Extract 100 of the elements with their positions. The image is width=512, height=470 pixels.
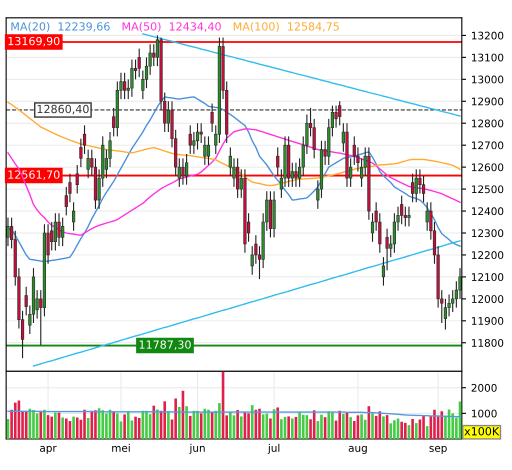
bar [163, 401, 166, 439]
bar [284, 416, 286, 439]
bar [349, 417, 352, 439]
y-tick-label: 2000 [472, 384, 497, 392]
candlestick [72, 202, 76, 232]
bar [14, 402, 17, 439]
bar [200, 413, 202, 439]
bar [192, 410, 196, 439]
bar [262, 414, 264, 439]
x-tick-label: mei [112, 444, 130, 452]
bar [306, 415, 308, 439]
bar [83, 410, 86, 439]
bar [312, 410, 316, 439]
y-tick-label: 13100 [472, 54, 504, 62]
bar [76, 417, 79, 439]
bar [378, 411, 382, 439]
bar [28, 408, 32, 439]
bar [229, 412, 232, 439]
bar [178, 406, 181, 439]
bar [374, 416, 378, 439]
x-tick-label: aug [348, 446, 367, 454]
candlestick [130, 59, 134, 98]
bar [108, 410, 112, 439]
bar [346, 412, 348, 439]
y-tick-label: 12300 [472, 229, 504, 238]
bar [338, 410, 342, 439]
bar [400, 422, 403, 439]
candlestick [236, 158, 240, 198]
bar [240, 416, 243, 439]
candlestick [276, 146, 280, 176]
text: MA(100) 12584,75 [234, 22, 339, 32]
bar [182, 390, 184, 439]
ref-line-label: 12860,40 [38, 104, 89, 114]
bar [50, 416, 54, 439]
bar [185, 406, 188, 439]
candlestick [414, 168, 418, 203]
bar [207, 410, 210, 439]
candlestick [338, 100, 342, 126]
bar [371, 413, 374, 439]
bar [254, 410, 258, 439]
x-tick-label: jul [268, 444, 280, 454]
candlestick [407, 206, 411, 227]
y-tick-label: 12100 [472, 273, 504, 282]
candlestick [203, 136, 206, 166]
bar [145, 410, 148, 439]
bar [43, 410, 46, 439]
y-tick-label: 12200 [472, 251, 504, 260]
candlestick [188, 124, 192, 155]
bar [152, 406, 156, 439]
candlestick [185, 153, 188, 186]
candlestick [411, 173, 414, 203]
line-series [7, 96, 461, 262]
bar [232, 415, 236, 439]
bar [86, 418, 90, 439]
candlestick [181, 158, 185, 186]
candlestick [206, 136, 210, 166]
bar [393, 420, 396, 439]
bar [396, 418, 400, 439]
bar [331, 412, 334, 439]
bar [422, 416, 425, 439]
bar [204, 408, 206, 439]
candlestick [152, 44, 156, 67]
bar [382, 416, 385, 439]
bar [6, 418, 10, 439]
bar [126, 411, 130, 439]
y-tick-label: 13000 [472, 76, 504, 84]
bar [342, 414, 345, 439]
bar [320, 414, 323, 439]
bar [298, 412, 301, 439]
bar [39, 410, 42, 439]
candlestick [200, 122, 203, 144]
bar [167, 412, 170, 439]
bar [105, 413, 108, 439]
x-tick-label: sep [429, 446, 447, 454]
candlestick [123, 72, 126, 100]
bar [458, 402, 462, 439]
bar [101, 410, 104, 439]
bar [46, 415, 50, 439]
candlestick [57, 212, 61, 247]
bar [411, 418, 414, 439]
bar [250, 405, 254, 439]
bar [61, 417, 64, 439]
y-tick-label: 12600 [472, 163, 504, 172]
bar [418, 419, 422, 439]
bar [210, 412, 214, 439]
y-tick-label: 13200 [472, 32, 504, 40]
candlestick [6, 217, 10, 247]
candlestick [334, 105, 338, 128]
text: MA(50) 12434,40 [122, 22, 221, 32]
bar [94, 410, 97, 439]
y-tick-label: 12000 [472, 295, 504, 303]
bar [72, 416, 75, 439]
candlestick [294, 162, 298, 188]
candlestick [76, 164, 79, 194]
y-tick-label: 12700 [472, 141, 504, 150]
bar [90, 410, 94, 439]
y-tick-label: 12900 [472, 98, 504, 106]
bar [244, 412, 246, 439]
bar [414, 423, 418, 439]
bar [68, 421, 72, 439]
